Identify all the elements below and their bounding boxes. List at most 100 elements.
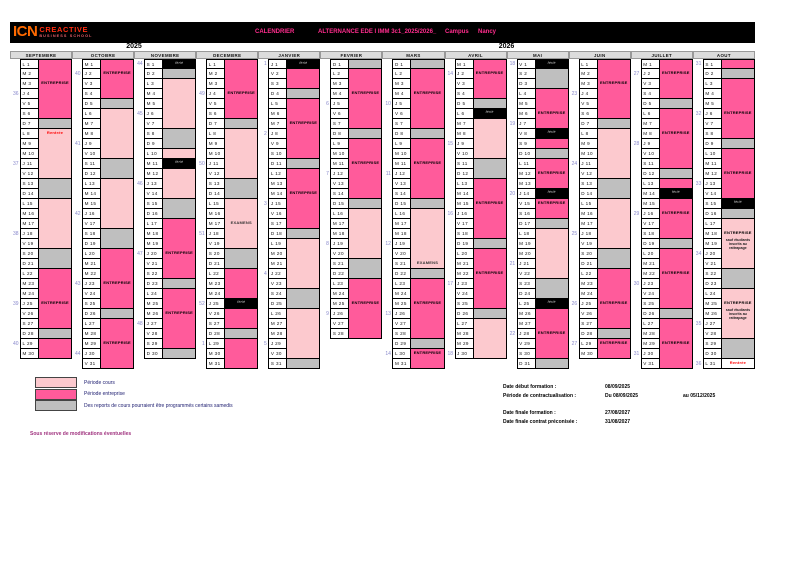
day-row: 32 J 6 ENTREPRISE bbox=[693, 109, 755, 119]
day-row: M 9 bbox=[569, 139, 631, 149]
day-cell bbox=[410, 189, 445, 199]
week-number bbox=[693, 299, 703, 309]
week-number bbox=[631, 359, 641, 369]
day-cell bbox=[348, 169, 383, 179]
day-cell bbox=[100, 99, 135, 109]
day-cell: ENTREPRISE bbox=[162, 249, 197, 259]
day-row: M 30 bbox=[196, 349, 259, 359]
week-number bbox=[569, 59, 579, 69]
day-label: V 12 bbox=[578, 169, 597, 179]
day-row: M 4 bbox=[134, 89, 197, 99]
day-cell bbox=[348, 149, 383, 159]
day-cell bbox=[224, 349, 259, 359]
week-number bbox=[258, 349, 268, 359]
day-label: D 12 bbox=[640, 169, 659, 179]
day-cell: ENTREPRISE bbox=[410, 159, 445, 169]
week-number bbox=[631, 229, 641, 239]
week-number bbox=[258, 79, 268, 89]
day-cell bbox=[534, 309, 569, 319]
day-label: L 9 bbox=[330, 139, 349, 149]
block-label: férié bbox=[733, 200, 742, 204]
day-label: L 3 bbox=[702, 79, 721, 89]
day-row: D 25 bbox=[258, 299, 321, 309]
day-row bbox=[134, 359, 196, 369]
week-number bbox=[134, 129, 144, 139]
day-label: M 15 bbox=[82, 199, 101, 209]
day-cell: ENTREPRISE bbox=[410, 349, 445, 359]
week-number bbox=[196, 139, 206, 149]
day-label: M 18 bbox=[392, 229, 411, 239]
day-cell bbox=[472, 59, 507, 69]
day-row: V 24 bbox=[631, 289, 693, 299]
day-cell bbox=[224, 79, 259, 89]
day-label: M 10 bbox=[330, 149, 349, 159]
day-cell bbox=[472, 79, 507, 89]
week-number bbox=[445, 219, 455, 229]
day-row: M 19 bbox=[507, 239, 569, 249]
week-number bbox=[445, 329, 455, 339]
day-label: S 14 bbox=[392, 189, 411, 199]
day-label: M 29 bbox=[454, 339, 473, 349]
week-number bbox=[507, 169, 517, 179]
day-row: S 27 bbox=[569, 319, 631, 329]
day-cell bbox=[410, 249, 445, 259]
day-label: M 14 bbox=[640, 189, 659, 199]
week-number bbox=[445, 59, 455, 69]
day-label: V 19 bbox=[206, 239, 225, 249]
day-row: V 13 bbox=[320, 179, 383, 189]
day-cell bbox=[720, 129, 755, 139]
day-row: 23 J 4 bbox=[569, 89, 631, 99]
day-cell bbox=[472, 159, 507, 169]
day-row: L 15 bbox=[10, 199, 73, 209]
day-label: J 1 bbox=[268, 59, 287, 69]
day-cell bbox=[348, 269, 383, 279]
date-value: 27/08/2027 bbox=[605, 410, 631, 416]
day-cell bbox=[162, 209, 197, 219]
day-label: M 24 bbox=[206, 289, 225, 299]
day-label: D 23 bbox=[144, 279, 163, 289]
day-row: M 28 bbox=[631, 329, 693, 339]
day-row: M 21 bbox=[445, 259, 507, 269]
day-cell bbox=[658, 309, 693, 319]
day-row: S 7 bbox=[382, 119, 445, 129]
week-number: 3 bbox=[264, 201, 267, 207]
day-label: D 17 bbox=[516, 219, 535, 229]
day-cell bbox=[472, 129, 507, 139]
day-label: V 31 bbox=[82, 359, 101, 369]
week-number bbox=[196, 249, 206, 259]
week-number bbox=[445, 89, 455, 99]
day-row: 27 J 2 ENTREPRISE bbox=[631, 69, 693, 79]
day-row: 18 J 30 bbox=[445, 349, 507, 359]
week-number bbox=[10, 269, 20, 279]
day-label: M 1 bbox=[454, 59, 473, 69]
week-number: 51 bbox=[199, 231, 205, 237]
day-cell bbox=[720, 89, 755, 99]
day-label: M 8 bbox=[82, 129, 101, 139]
day-row: M 11 ENTREPRISE bbox=[320, 159, 383, 169]
day-cell bbox=[38, 109, 73, 119]
week-number bbox=[134, 349, 144, 359]
day-row: S 25 bbox=[445, 299, 507, 309]
week-number bbox=[382, 209, 392, 219]
day-row: M 16 bbox=[569, 209, 631, 219]
day-label: J 27 bbox=[702, 319, 721, 329]
week-number bbox=[631, 129, 641, 139]
week-number bbox=[569, 329, 579, 339]
week-number: 31 bbox=[695, 61, 702, 67]
day-cell bbox=[658, 119, 693, 129]
day-cell bbox=[596, 319, 631, 329]
week-number bbox=[320, 319, 330, 329]
day-row: M 14 ENTREPRISE bbox=[258, 189, 321, 199]
week-number bbox=[445, 169, 455, 179]
week-number bbox=[693, 289, 703, 299]
day-row: M 26 ENTREPRISE bbox=[134, 309, 197, 319]
day-cell bbox=[100, 289, 135, 299]
day-label: J 26 bbox=[392, 309, 411, 319]
day-cell bbox=[286, 349, 321, 359]
day-cell bbox=[286, 359, 321, 369]
block-label: ENTREPRISE bbox=[41, 80, 69, 85]
day-row: L 19 bbox=[258, 239, 321, 249]
day-row: D 19 bbox=[631, 239, 693, 249]
month-name: JANVIER bbox=[258, 51, 321, 59]
block-label: férié bbox=[547, 300, 556, 304]
